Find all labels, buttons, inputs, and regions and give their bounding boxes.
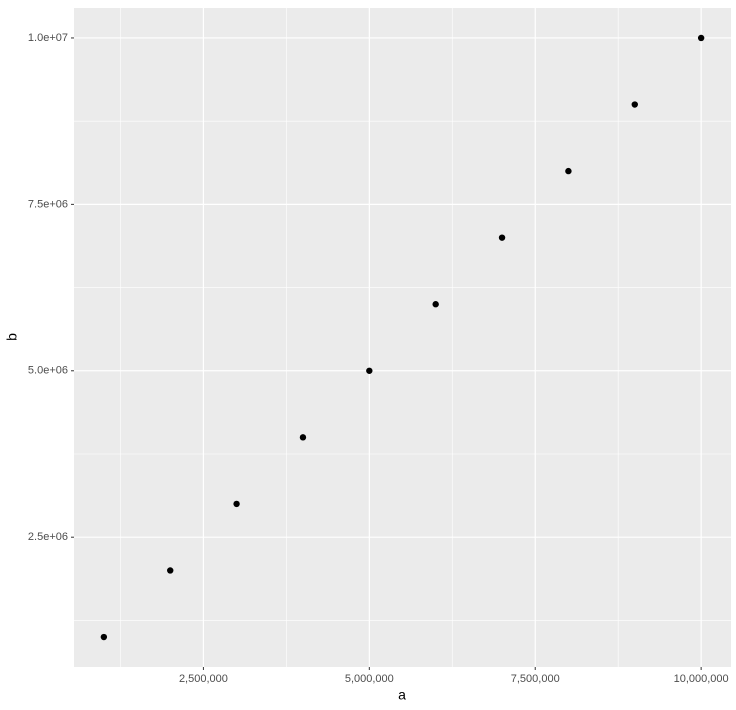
- x-tick-label: 10,000,000: [674, 673, 729, 685]
- point: [366, 367, 373, 374]
- y-tick-label: 2.5e+06: [28, 531, 68, 543]
- point: [167, 567, 174, 574]
- x-tick-label: 5,000,000: [345, 673, 394, 685]
- x-axis-title: a: [398, 687, 406, 703]
- y-tick-label: 5.0e+06: [28, 365, 68, 377]
- point: [432, 301, 439, 308]
- point: [299, 434, 307, 441]
- y-tick-label: 1.0e+07: [28, 32, 68, 44]
- marks: [100, 34, 705, 641]
- y-axis-title: b: [4, 333, 20, 341]
- panel: [74, 8, 731, 667]
- point: [498, 234, 506, 241]
- point: [100, 633, 108, 641]
- grid: [74, 8, 731, 667]
- point: [631, 101, 638, 108]
- point: [697, 34, 705, 42]
- x-tick-label: 7,500,000: [511, 673, 560, 685]
- y-tick-label: 7.5e+06: [28, 198, 68, 210]
- x-tick-label: 2,500,000: [179, 673, 228, 685]
- point: [565, 167, 572, 175]
- point: [233, 500, 240, 508]
